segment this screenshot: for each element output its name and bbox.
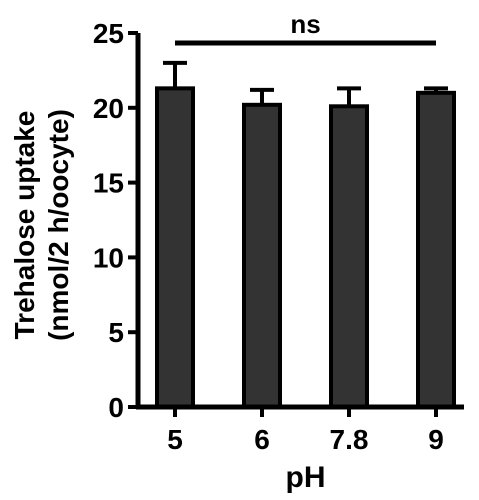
x-tick-label: 5: [167, 424, 183, 455]
y-tick-label: 20: [93, 93, 124, 124]
significance-annotation: ns: [175, 9, 436, 46]
plot-area: [155, 60, 456, 410]
x-tick-label: 6: [254, 424, 270, 455]
x-tick-label: 7.8: [330, 424, 369, 455]
y-axis-title-line-1: Trehalose uptake: [9, 111, 40, 340]
y-tick-label: 15: [93, 168, 124, 199]
y-tick-label: 10: [93, 242, 124, 273]
bar-7.8: [329, 104, 369, 410]
x-ticks: 5 6 7.8 9: [167, 407, 444, 455]
significance-label: ns: [290, 9, 320, 39]
y-tick-label: 5: [108, 317, 124, 348]
bar-9: [416, 90, 456, 409]
x-axis-title: pH: [286, 461, 326, 494]
x-tick-label: 9: [428, 424, 444, 455]
bar-6: [242, 102, 282, 409]
y-axis-title: Trehalose uptake (nmol/2 h/oocyte): [9, 109, 74, 341]
axes: [135, 33, 464, 410]
y-axis-title-line-2: (nmol/2 h/oocyte): [43, 109, 74, 341]
y-tick-label: 0: [108, 392, 124, 423]
y-ticks: 0 5 10 15 20 25: [93, 18, 138, 423]
y-tick-label: 25: [93, 18, 124, 49]
bar-5: [155, 86, 195, 410]
